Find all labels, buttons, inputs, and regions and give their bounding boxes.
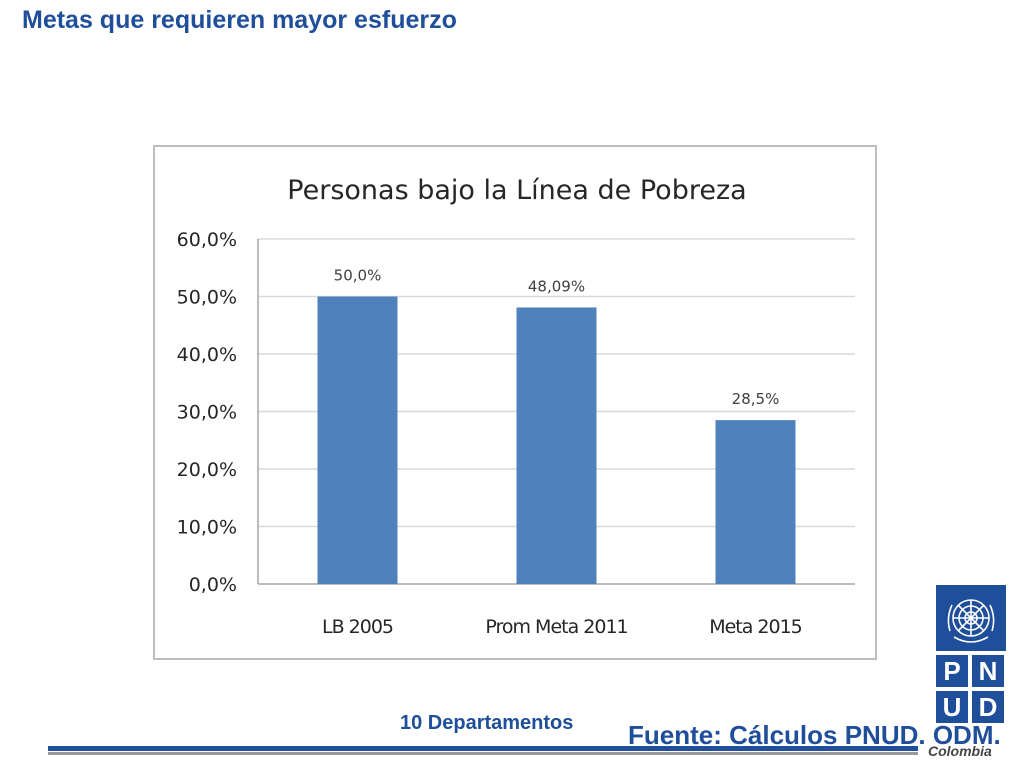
source-note: Fuente: Cálculos PNUD. ODM.	[628, 720, 1001, 750]
bar	[317, 296, 398, 584]
chart-frame: Personas bajo la Línea de Pobreza 0,0% 10…	[153, 145, 877, 660]
logo-letter-p: P	[936, 655, 968, 687]
slide-title: Metas que requieren mayor esfuerzo	[22, 6, 457, 34]
data-label: 50,0%	[334, 267, 382, 285]
logo-letter-u: U	[936, 691, 968, 723]
y-tick-label: 60,0%	[177, 229, 237, 251]
pnud-logo: P N U D	[936, 585, 1006, 728]
y-tick-label: 10,0%	[177, 517, 237, 539]
data-label: 28,5%	[732, 390, 780, 408]
x-tick-label: Meta 2015	[709, 616, 802, 638]
logo-country: Colombia	[928, 743, 992, 759]
y-tick-label: 0,0%	[189, 574, 237, 596]
logo-letter-n: N	[972, 655, 1004, 687]
data-label: 48,09%	[528, 277, 585, 295]
un-emblem-icon	[936, 585, 1006, 651]
footer-subtitle: 10 Departamentos	[400, 712, 574, 734]
bar-chart: Personas bajo la Línea de Pobreza 0,0% 10…	[177, 175, 855, 638]
bars	[317, 296, 796, 584]
data-labels: 50,0% 48,09% 28,5%	[334, 267, 780, 409]
x-tick-label: LB 2005	[322, 616, 393, 638]
x-tick-label: Prom Meta 2011	[485, 616, 627, 638]
bar	[715, 420, 796, 584]
y-tick-label: 50,0%	[177, 287, 237, 309]
footer-divider-gray	[48, 752, 918, 755]
y-axis-ticks: 0,0% 10,0% 20,0% 30,0% 40,0% 50,0% 60,0%	[177, 229, 237, 596]
bar	[516, 307, 597, 584]
x-axis-ticks: LB 2005 Prom Meta 2011 Meta 2015	[322, 616, 803, 638]
y-tick-label: 20,0%	[177, 459, 237, 481]
y-tick-label: 30,0%	[177, 402, 237, 424]
footer-divider-blue	[48, 746, 918, 751]
logo-letter-d: D	[972, 691, 1004, 723]
chart-title: Personas bajo la Línea de Pobreza	[287, 175, 746, 206]
y-tick-label: 40,0%	[177, 344, 237, 366]
